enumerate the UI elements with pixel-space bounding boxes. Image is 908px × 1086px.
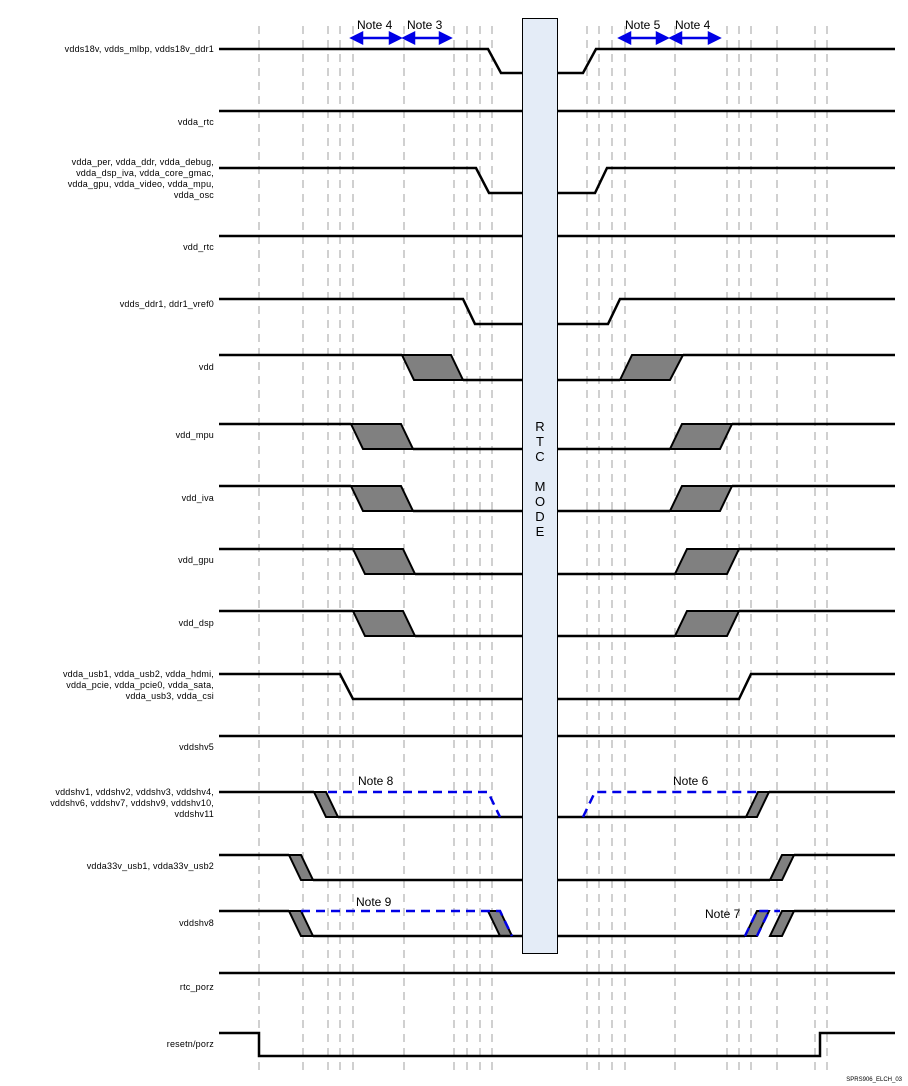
transition-vdd-dsp-down [351, 610, 417, 637]
figure-id: SPRS906_ELCH_03 [846, 1077, 902, 1083]
signal-label-vdda33v-usb: vdda33v_usb1, vdda33v_usb2 [86, 861, 214, 871]
transition-vdd-mpu-up [668, 423, 734, 450]
transition-vdd-up [618, 354, 685, 381]
note-label: Note 9 [356, 895, 392, 909]
note-label: Note 5 [625, 18, 661, 32]
signal-label-rtc-porz: rtc_porz [179, 982, 214, 992]
arrowhead-left-icon [349, 30, 364, 46]
waveform-resetn-porz [219, 1031, 895, 1058]
transition-vdda33v-down [287, 854, 315, 881]
transition-vddshv8-up [768, 910, 796, 937]
signal-label-vdda-rtc: vdda_rtc [177, 117, 214, 127]
signal-label-resetn-porz: resetn/porz [166, 1039, 214, 1049]
waveform-vdds-ddr1 [219, 297, 522, 326]
signal-label-vddshv8: vddshv8 [179, 918, 214, 928]
transition-vdd-mpu-down [349, 423, 415, 450]
transition-vddshv-down [312, 791, 340, 818]
transition-vddshv-up [744, 791, 771, 818]
transition-vdd-iva-up [668, 485, 734, 512]
transition-vdda33v-up [768, 854, 796, 881]
signal-label-vddshv5: vddshv5 [179, 742, 214, 752]
signal-label-vdda-per-group: vdda_per, vdda_ddr, vdda_debug, vdda_dsp… [67, 157, 214, 200]
signal-label-vdds-ddr1: vdds_ddr1, ddr1_vref0 [119, 299, 214, 309]
signal-label-vdd: vdd [198, 362, 214, 372]
note-arrows [349, 30, 722, 46]
note6-dashed-path [581, 790, 757, 818]
transition-vdd-iva-down [349, 485, 415, 512]
signal-label-vddshv-group: vddshv1, vddshv2, vddshv3, vddshv4, vdds… [50, 787, 214, 819]
transition-vdd-gpu-up [673, 548, 741, 575]
signal-label-vdd-dsp: vdd_dsp [178, 618, 214, 628]
note9-dashed-path [301, 909, 514, 937]
note-label: Note 4 [675, 18, 711, 32]
note-label: Note 6 [673, 774, 709, 788]
arrowhead-right-icon [388, 30, 403, 46]
rtc-mode-label: R T C M O D E [534, 419, 546, 539]
rtc-mode-block: R T C M O D E [522, 18, 558, 954]
signal-label-vdda-usb-group: vdda_usb1, vdda_usb2, vdda_hdmi, vdda_pc… [62, 669, 214, 701]
waveform-vdda-usb-group [219, 672, 522, 701]
signal-label-vdd-mpu: vdd_mpu [175, 430, 214, 440]
note-label: Note 7 [705, 907, 741, 921]
signal-label-vdds18v: vdds18v, vdds_mlbp, vdds18v_ddr1 [64, 44, 214, 54]
note-label: Note 4 [357, 18, 393, 32]
transition-vdd-down [400, 354, 465, 381]
signal-label-vdd-iva: vdd_iva [181, 493, 214, 503]
note-label: Note 3 [407, 18, 443, 32]
transition-vdd-dsp-up [673, 610, 741, 637]
signal-label-vdd-rtc: vdd_rtc [183, 242, 214, 252]
waveform-vdds18v-restore [558, 47, 895, 75]
waveform-vdds18v [219, 47, 522, 75]
transition-vddshv8-down [287, 910, 315, 937]
transition-vddshv8-up-alt [743, 910, 771, 937]
signal-label-vdd-gpu: vdd_gpu [178, 555, 214, 565]
note8-dashed-path [328, 790, 502, 818]
note-label: Note 8 [358, 774, 394, 788]
transition-vdd-gpu-down [351, 548, 417, 575]
waveform-vdda-per-group [219, 166, 522, 195]
